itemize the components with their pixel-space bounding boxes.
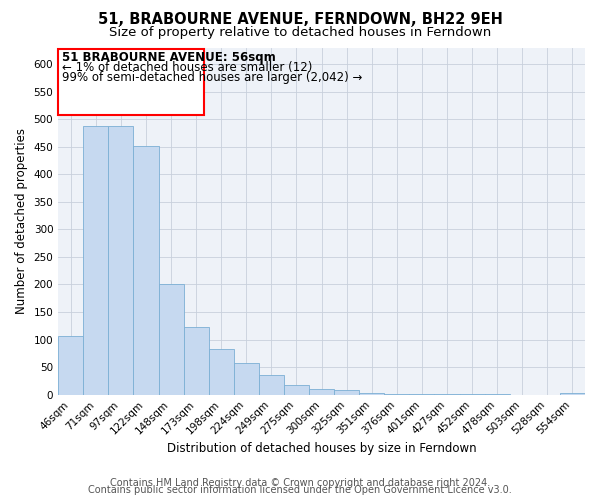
Bar	[259, 376, 284, 394]
Bar	[158, 284, 184, 395]
Bar	[133, 146, 158, 394]
Bar	[209, 349, 234, 395]
Text: Contains HM Land Registry data © Crown copyright and database right 2024.: Contains HM Land Registry data © Crown c…	[110, 478, 490, 488]
Y-axis label: Number of detached properties: Number of detached properties	[15, 128, 28, 314]
Bar	[184, 328, 209, 394]
Bar	[284, 386, 309, 394]
Text: 51, BRABOURNE AVENUE, FERNDOWN, BH22 9EH: 51, BRABOURNE AVENUE, FERNDOWN, BH22 9EH	[98, 12, 502, 28]
Text: 51 BRABOURNE AVENUE: 56sqm: 51 BRABOURNE AVENUE: 56sqm	[62, 52, 275, 64]
Bar	[334, 390, 359, 394]
X-axis label: Distribution of detached houses by size in Ferndown: Distribution of detached houses by size …	[167, 442, 476, 455]
Bar	[58, 336, 83, 394]
Bar	[58, 48, 203, 114]
Text: Contains public sector information licensed under the Open Government Licence v3: Contains public sector information licen…	[88, 485, 512, 495]
Bar	[109, 126, 133, 394]
Text: 99% of semi-detached houses are larger (2,042) →: 99% of semi-detached houses are larger (…	[62, 71, 362, 84]
Text: ← 1% of detached houses are smaller (12): ← 1% of detached houses are smaller (12)	[62, 62, 313, 74]
Bar	[309, 389, 334, 394]
Text: Size of property relative to detached houses in Ferndown: Size of property relative to detached ho…	[109, 26, 491, 39]
Bar	[83, 126, 109, 394]
Bar	[234, 364, 259, 394]
Bar	[560, 393, 585, 394]
Bar	[359, 393, 385, 394]
